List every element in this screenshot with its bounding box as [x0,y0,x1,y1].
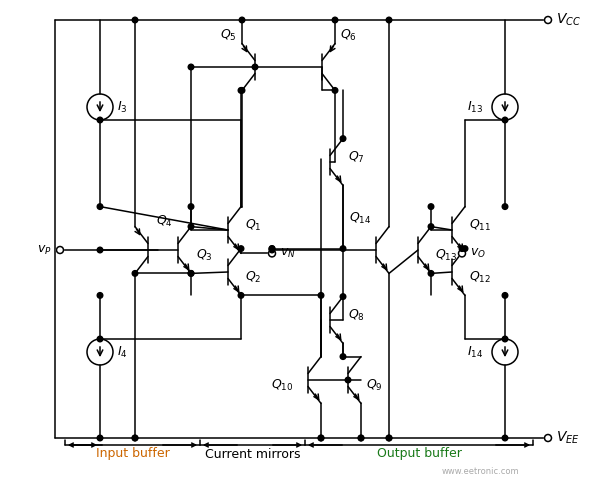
Circle shape [428,271,434,276]
Circle shape [269,246,275,251]
Circle shape [502,204,508,210]
Text: $I_{13}$: $I_{13}$ [467,99,483,115]
Circle shape [97,204,103,210]
Circle shape [269,246,275,251]
Text: $Q_4$: $Q_4$ [155,214,172,229]
Circle shape [545,17,551,24]
Circle shape [239,17,245,23]
Text: $Q_3$: $Q_3$ [196,247,213,263]
Circle shape [318,293,324,298]
Text: $I_3$: $I_3$ [117,99,127,115]
Circle shape [97,293,103,298]
Circle shape [502,293,508,298]
Text: $Q_6$: $Q_6$ [340,28,357,43]
Text: $v_P$: $v_P$ [37,244,52,256]
Circle shape [188,224,194,229]
Circle shape [97,117,103,123]
Text: $Q_{14}$: $Q_{14}$ [349,211,371,226]
Text: $I_{14}$: $I_{14}$ [467,344,483,360]
Circle shape [97,435,103,441]
Circle shape [188,64,194,70]
Circle shape [238,293,244,298]
Circle shape [238,88,244,93]
Circle shape [340,246,346,251]
Circle shape [238,246,244,251]
Circle shape [428,224,434,229]
Circle shape [428,204,434,210]
Text: $v_O$: $v_O$ [470,247,486,260]
Circle shape [132,435,138,441]
Circle shape [318,435,324,441]
Text: $Q_{11}$: $Q_{11}$ [469,217,491,233]
Circle shape [358,435,364,441]
Circle shape [97,336,103,342]
Circle shape [502,117,508,123]
Text: $Q_1$: $Q_1$ [245,217,262,233]
Circle shape [252,64,258,70]
Text: $Q_9$: $Q_9$ [366,377,383,393]
Circle shape [132,17,138,23]
Circle shape [386,435,392,441]
Circle shape [386,435,392,441]
Circle shape [502,336,508,342]
Circle shape [332,88,338,93]
Text: $V_{CC}$: $V_{CC}$ [556,12,581,28]
Circle shape [386,17,392,23]
Circle shape [239,88,245,93]
Circle shape [188,271,194,276]
Circle shape [459,246,465,251]
Circle shape [340,136,346,141]
Text: Current mirrors: Current mirrors [205,448,300,461]
Circle shape [318,435,324,441]
Circle shape [97,247,103,253]
Circle shape [269,247,275,253]
Text: $Q_7$: $Q_7$ [348,150,365,164]
Circle shape [502,435,508,441]
Circle shape [545,434,551,441]
Circle shape [340,294,346,300]
Circle shape [345,377,351,383]
Text: $Q_5$: $Q_5$ [220,28,237,43]
Text: Input buffer: Input buffer [95,448,169,461]
Text: $v_N$: $v_N$ [280,247,296,260]
Circle shape [358,435,364,441]
Text: $Q_2$: $Q_2$ [245,270,262,284]
Circle shape [188,271,194,276]
Text: $I_4$: $I_4$ [116,344,127,360]
Text: Output buffer: Output buffer [377,448,461,461]
Circle shape [188,204,194,210]
Circle shape [462,246,468,251]
Circle shape [269,250,275,257]
Text: $Q_{10}$: $Q_{10}$ [271,377,293,393]
Circle shape [132,435,138,441]
Text: $Q_8$: $Q_8$ [348,308,365,323]
Circle shape [132,271,138,276]
Circle shape [56,246,64,253]
Text: www.eetronic.com: www.eetronic.com [441,467,519,476]
Text: $Q_{13}$: $Q_{13}$ [435,247,457,263]
Circle shape [458,250,466,257]
Text: $Q_{12}$: $Q_{12}$ [469,270,491,284]
Circle shape [332,17,338,23]
Circle shape [340,354,346,359]
Text: $V_{EE}$: $V_{EE}$ [556,430,580,446]
